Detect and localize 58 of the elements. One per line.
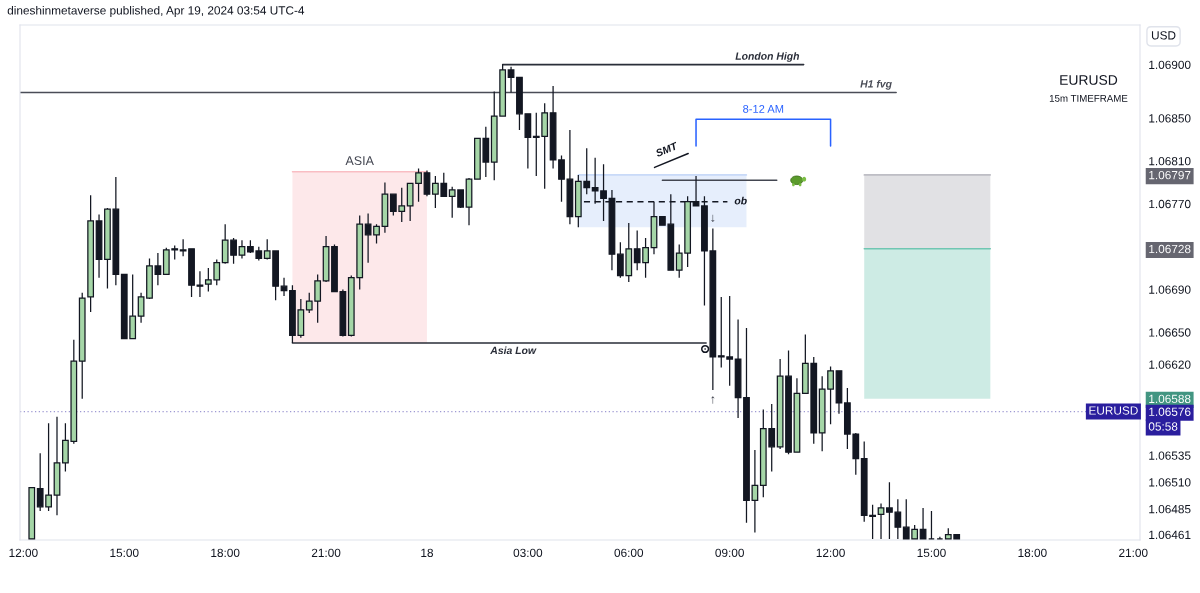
- x-tick-label: 12:00: [816, 548, 845, 557]
- text: dineshinmetaverse published, Apr 19, 2024 03:54 UTC-4: [7, 5, 305, 17]
- x-tick-label: 18:00: [211, 548, 240, 557]
- y-tick-label: 1.06728: [1149, 244, 1191, 254]
- candlestick: [507, 66, 515, 94]
- candlestick: [877, 502, 885, 540]
- y-tick-label: 1.06850: [1149, 114, 1191, 123]
- candlestick: [919, 507, 927, 540]
- candlestick: [196, 270, 204, 298]
- y-tick-label: 1.06510: [1149, 478, 1191, 487]
- x-tick-label: 09:00: [715, 548, 744, 557]
- ref-line-label: EURUSD: [1089, 406, 1138, 415]
- x-tick-label: 18:00: [1018, 548, 1047, 557]
- y-axis-title: USD: [1151, 31, 1176, 40]
- candlestick: [928, 510, 935, 540]
- y-tick-label: 1.06650: [1149, 328, 1191, 337]
- candlestick: [793, 377, 801, 453]
- candlestick: [53, 416, 61, 516]
- x-tick-label: 15:00: [917, 548, 946, 557]
- candlestick: [238, 239, 246, 260]
- y-tick-label: 1.06797: [1149, 170, 1191, 180]
- annotation: ↑: [711, 396, 715, 404]
- series-label: H1 fvg: [860, 79, 892, 90]
- candlestick: [322, 235, 330, 283]
- text: EURUSD: [1060, 75, 1118, 85]
- x-tick-label: 21:00: [311, 548, 341, 557]
- y-tick-label: 1.06588: [1149, 394, 1191, 404]
- y-tick-label: 1.06770: [1149, 199, 1191, 209]
- y-tick-label: 1.06461: [1149, 530, 1191, 540]
- candlestick: [95, 213, 103, 279]
- candlestick: [423, 169, 431, 197]
- y-tick-label: 1.06620: [1149, 360, 1191, 369]
- x-tick-label: 12:00: [9, 548, 38, 557]
- y-tick-label: 1.06690: [1149, 285, 1191, 294]
- candlestick: [835, 370, 843, 415]
- text: 15m TIMEFRAME: [1049, 94, 1128, 102]
- y-tick-label: 1.06576: [1149, 407, 1191, 416]
- candlestick: [28, 486, 36, 540]
- y-tick-label: 1.06900: [1149, 60, 1191, 70]
- candlestick: [465, 177, 473, 226]
- x-tick-label: 18: [421, 548, 434, 557]
- x-tick-label: 15:00: [110, 548, 139, 557]
- candlestick: [381, 181, 389, 234]
- y-tick-label: 1.06485: [1149, 504, 1191, 514]
- y-tick-label: 1.06535: [1149, 451, 1191, 460]
- y-tick-label: 1.06810: [1149, 157, 1191, 166]
- x-tick-label: 21:00: [1119, 548, 1148, 557]
- series-label: Asia Low: [490, 346, 537, 355]
- annotation: ASIA: [345, 156, 374, 166]
- text: 05:58: [1148, 422, 1178, 431]
- series-label: ob: [734, 196, 747, 205]
- candlestick: [280, 277, 288, 297]
- annotation: ↓: [711, 214, 715, 223]
- series-label: London High: [735, 52, 800, 62]
- x-tick-label: 06:00: [614, 548, 644, 557]
- x-tick-label: 03:00: [513, 548, 543, 557]
- series-label: 8-12 AM: [743, 104, 784, 113]
- text: SMT: [654, 141, 679, 158]
